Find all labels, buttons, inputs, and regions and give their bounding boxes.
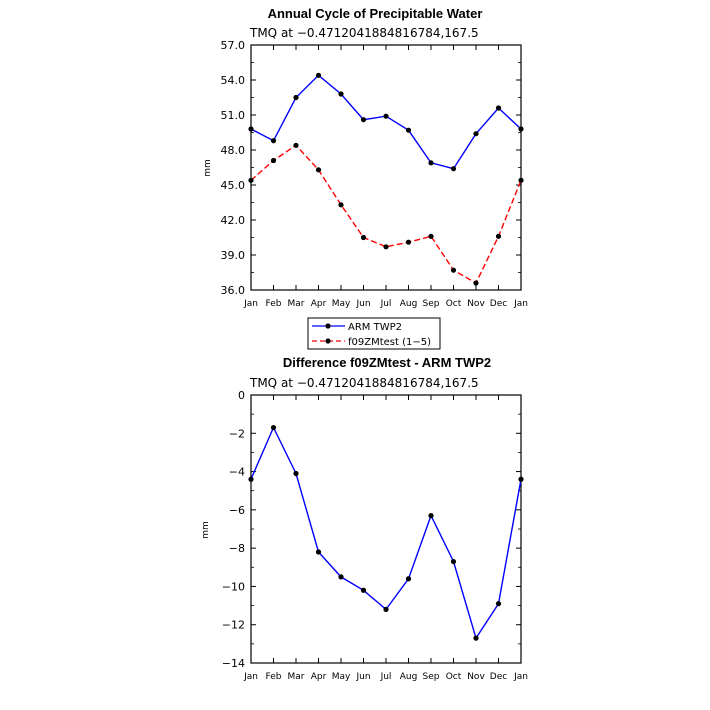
bottom-xtick-label: Mar [288,672,305,682]
bottom-series-0-point [518,476,524,482]
bottom-ytick-label: −2 [229,427,245,440]
top-xtick-label: May [332,299,351,309]
top-xtick-label: Apr [311,299,327,309]
bottom-xtick-label: Apr [311,672,327,682]
top-xtick-label: Jan [513,299,528,309]
top-xtick-label: Jul [380,299,392,309]
bottom-series-0-point [293,470,299,477]
top-series-0-point [450,166,457,172]
bottom-xtick-label: Dec [490,672,507,682]
bottom-xtick-label: Sep [423,672,440,682]
bottom-xtick-label: Feb [266,672,282,682]
bottom-series-0-point [270,424,277,431]
bottom-series-0-point [248,476,254,482]
top-series-1-point [450,267,457,273]
bottom-xtick-label: Oct [446,672,462,682]
top-series-0-point [405,127,412,133]
bottom-xtick-label: May [332,672,351,682]
top-chart-title: Annual Cycle of Precipitable Water [268,6,483,21]
legend-box [307,317,441,350]
top-xtick-label: Aug [400,299,418,309]
top-ytick-label: 51.0 [221,109,246,122]
top-series-1-point [248,177,254,183]
top-plot-frame [250,44,522,291]
legend-marker-model [325,338,331,344]
top-xtick-label: Feb [266,299,282,309]
bottom-xtick-label: Jun [355,672,370,682]
top-series-0-point [360,117,367,123]
top-xtick-label: Sep [423,299,440,309]
top-ytick-label: 48.0 [221,144,246,157]
bottom-xtick-label: Nov [467,672,485,682]
top-series-1-point [338,202,344,208]
top-series-0-point [495,105,502,111]
top-series-1-point [518,177,524,183]
bottom-series-0-point [338,574,344,580]
bottom-xtick-label: Jan [243,672,258,682]
top-series-1-point [360,234,367,241]
top-series-0-point [428,160,434,166]
top-series-1-point [428,233,434,239]
bottom-xtick-label: Jan [513,672,528,682]
top-xtick-label: Nov [467,299,485,309]
top-series-0-point [270,138,277,144]
top-ytick-label: 45.0 [221,179,246,192]
top-xtick-label: Jun [355,299,370,309]
bottom-series-0-point [473,635,479,641]
top-series-0-point [383,113,389,119]
top-series-0-point [473,131,479,137]
top-series-1-point [473,280,479,286]
bottom-chart-title: Difference f09ZMtest - ARM TWP2 [283,355,491,370]
top-series-1-point [383,244,389,250]
bottom-ytick-label: −4 [229,466,245,479]
top-xtick-label: Jan [243,299,258,309]
bottom-series-0-point [383,606,389,613]
bottom-series-0-point [315,549,322,555]
legend-label-arm: ARM TWP2 [348,322,402,333]
top-ytick-label: 42.0 [221,214,246,227]
top-xtick-label: Mar [288,299,305,309]
top-ytick-label: 57.0 [221,39,246,52]
bottom-series-0-point [428,513,434,519]
bottom-ytick-label: −14 [222,657,245,670]
legend: ARM TWP2 f09ZMtest (1−5) [307,317,441,350]
bottom-ytick-label: −10 [222,580,245,593]
top-series-1-point [315,167,322,173]
top-xtick-label: Oct [446,299,462,309]
top-ytick-label: 39.0 [221,249,246,262]
top-series-0-point [338,91,344,97]
bottom-series-0-point [450,558,457,565]
top-chart-ylabel: mm [203,159,213,177]
bottom-series-0-point [405,576,412,582]
bottom-series-line-0 [250,425,522,640]
top-series-1-point [270,157,277,164]
top-chart-subtitle: TMQ at −0.4712041884816784,167.5 [249,26,479,40]
legend-label-model: f09ZMtest (1−5) [348,337,431,348]
bottom-chart-subtitle: TMQ at −0.4712041884816784,167.5 [249,376,479,390]
bottom-plot-frame [250,394,522,664]
top-series-line-0 [250,74,522,170]
top-ytick-label: 36.0 [221,284,246,297]
top-series-0-point [315,72,322,78]
bottom-ytick-label: −12 [222,619,245,632]
legend-marker-arm [325,323,331,329]
top-series-1-point [405,239,412,245]
top-series-1-point [293,142,299,148]
top-series-0-point [248,126,254,132]
top-series-line-1 [250,144,522,284]
bottom-series-0-point [495,601,502,607]
bottom-ytick-label: −8 [229,542,245,555]
top-ytick-label: 54.0 [221,74,246,87]
top-series-0-point [293,94,299,101]
top-series-0-point [518,126,524,132]
bottom-xtick-label: Jul [380,672,392,682]
top-series-1-point [495,233,502,239]
bottom-series-0-point [360,587,367,593]
bottom-chart-ylabel: mm [201,521,211,539]
bottom-xtick-label: Aug [400,672,418,682]
bottom-ytick-label: −6 [229,504,245,517]
top-xtick-label: Dec [490,299,507,309]
bottom-ytick-label: 0 [238,389,245,402]
